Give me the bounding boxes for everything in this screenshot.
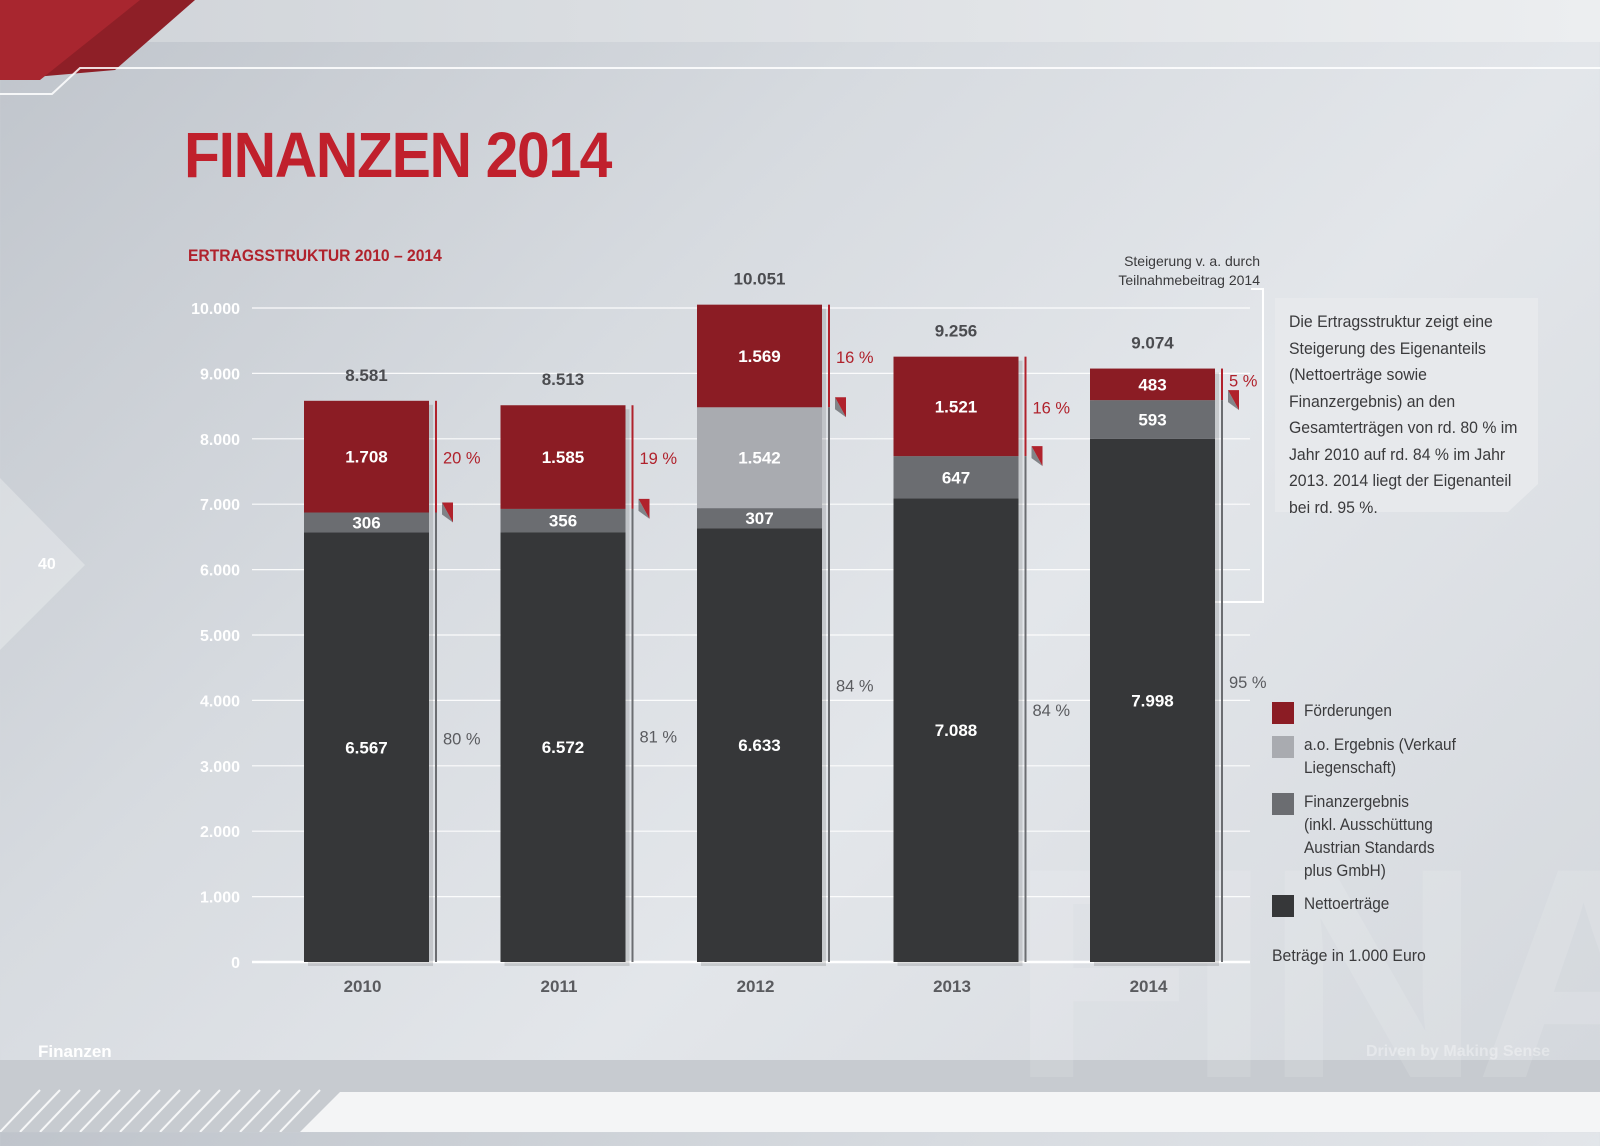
data-label: 647 xyxy=(942,468,970,487)
corner-red-highlight xyxy=(0,0,140,80)
note-box-shape xyxy=(1275,298,1538,512)
foerder-percent-label: 16 % xyxy=(1033,399,1071,417)
unit-note: Beträge in 1.000 Euro xyxy=(1272,946,1426,965)
footer-section-label: Finanzen xyxy=(38,1042,112,1061)
footer-slogan: Driven by Making Sense xyxy=(1366,1043,1551,1060)
bar-segment-foerderungen xyxy=(304,400,429,513)
x-tick-label: 2014 xyxy=(1130,977,1168,996)
footer-white-band xyxy=(300,1092,1600,1132)
eigen-percent-label: 95 % xyxy=(1229,674,1267,692)
page-number: 40 xyxy=(38,556,56,573)
page-tab-shape xyxy=(0,478,85,650)
bar-segment-nettoertraege xyxy=(697,528,822,962)
legend-swatch xyxy=(1272,702,1294,724)
data-label: 483 xyxy=(1138,375,1166,394)
y-tick-label: 7.000 xyxy=(200,497,240,514)
annotation-line-2: Teilnahmebeitrag 2014 xyxy=(1118,272,1260,288)
bar-segment-nettoertraege xyxy=(893,498,1019,962)
y-tick-label: 8.000 xyxy=(200,432,240,449)
legend-swatch xyxy=(1272,895,1294,917)
bar-segment-foerderungen xyxy=(1090,368,1215,401)
total-label: 9.074 xyxy=(1131,334,1174,353)
split-arrow-shadow xyxy=(442,502,453,523)
annotation-note: Steigerung v. a. durch Teilnahmebeitrag … xyxy=(1060,252,1260,290)
top-band xyxy=(0,0,1600,42)
bar-segment-finanzergebnis xyxy=(304,512,429,533)
x-tick-label: 2013 xyxy=(933,977,971,996)
data-label: 307 xyxy=(745,509,773,528)
split-arrow-shadow xyxy=(638,498,650,519)
x-tick-label: 2010 xyxy=(344,977,382,996)
foerder-percent-label: 20 % xyxy=(443,450,481,468)
data-label: 1.585 xyxy=(542,448,585,467)
note-text: Die Ertragsstruktur zeigt eine Steigerun… xyxy=(1289,312,1518,517)
split-arrow-shadow xyxy=(1228,390,1239,411)
legend-swatch xyxy=(1272,736,1294,758)
eigen-percent-label: 84 % xyxy=(836,678,874,696)
annotation-bracket xyxy=(1175,288,1264,603)
total-label: 10.051 xyxy=(734,270,786,289)
eigen-percent-label: 84 % xyxy=(1033,702,1071,720)
eigen-percent-label: 80 % xyxy=(443,730,481,748)
header-rule xyxy=(0,67,1600,95)
legend-label: Finanzergebnis (inkl. Ausschüttung Austr… xyxy=(1304,793,1435,880)
total-label: 8.513 xyxy=(542,370,585,389)
data-label: 6.567 xyxy=(345,738,388,757)
bar-segment-ao-ergebnis xyxy=(697,407,822,509)
data-label: 1.708 xyxy=(345,448,388,467)
legend-label: a.o. Ergebnis (Verkauf Liegenschaft) xyxy=(1304,736,1456,777)
y-tick-label: 10.000 xyxy=(191,301,240,318)
y-tick-label: 6.000 xyxy=(200,563,240,580)
split-arrow-shadow xyxy=(1031,446,1043,467)
bar-segment-nettoertraege xyxy=(500,532,626,962)
y-tick-label: 9.000 xyxy=(200,366,240,383)
data-label: 593 xyxy=(1138,411,1166,430)
bar-segment-nettoertraege xyxy=(1090,438,1215,962)
data-label: 1.542 xyxy=(738,449,781,468)
total-label: 9.256 xyxy=(935,322,978,341)
data-label: 6.572 xyxy=(542,738,585,757)
bar-segment-foerderungen xyxy=(893,356,1019,457)
data-label: 1.569 xyxy=(738,347,781,366)
data-label: 356 xyxy=(549,512,577,531)
page-title: FINANZEN 2014 xyxy=(184,119,612,191)
data-label: 7.998 xyxy=(1131,691,1174,710)
bar-segment-nettoertraege xyxy=(304,532,429,962)
y-tick-label: 5.000 xyxy=(200,628,240,645)
legend-swatch xyxy=(1272,793,1294,815)
footer-hatch xyxy=(0,1089,321,1132)
bar-segment-finanzergebnis xyxy=(1090,400,1215,439)
foerder-percent-label: 16 % xyxy=(836,349,874,367)
data-label: 6.633 xyxy=(738,736,781,755)
bar-segment-finanzergebnis xyxy=(697,508,822,529)
annotation-line-1: Steigerung v. a. durch xyxy=(1124,253,1260,269)
data-label: 7.088 xyxy=(935,721,978,740)
foerder-percent-label: 19 % xyxy=(640,450,678,468)
bar-segment-foerderungen xyxy=(500,405,626,509)
bar-segment-foerderungen xyxy=(697,304,822,408)
bar-segment-finanzergebnis xyxy=(893,456,1019,499)
y-tick-label: 0 xyxy=(231,955,240,972)
legend-label: Förderungen xyxy=(1304,702,1392,720)
y-tick-label: 1.000 xyxy=(200,890,240,907)
y-tick-label: 4.000 xyxy=(200,693,240,710)
y-tick-label: 2.000 xyxy=(200,824,240,841)
x-tick-label: 2011 xyxy=(541,977,578,996)
data-label: 306 xyxy=(352,514,380,533)
total-label: 8.581 xyxy=(345,366,388,385)
eigen-percent-label: 81 % xyxy=(640,728,678,746)
split-arrow-shadow xyxy=(835,397,846,418)
x-tick-label: 2012 xyxy=(737,977,775,996)
chart-title: ERTRAGSSTRUKTUR 2010 – 2014 xyxy=(188,246,442,265)
bar-segment-finanzergebnis xyxy=(500,508,626,533)
y-tick-label: 3.000 xyxy=(200,759,240,776)
legend-label: Nettoerträge xyxy=(1304,895,1390,913)
foerder-percent-label: 5 % xyxy=(1229,373,1258,391)
data-label: 1.521 xyxy=(935,397,978,416)
